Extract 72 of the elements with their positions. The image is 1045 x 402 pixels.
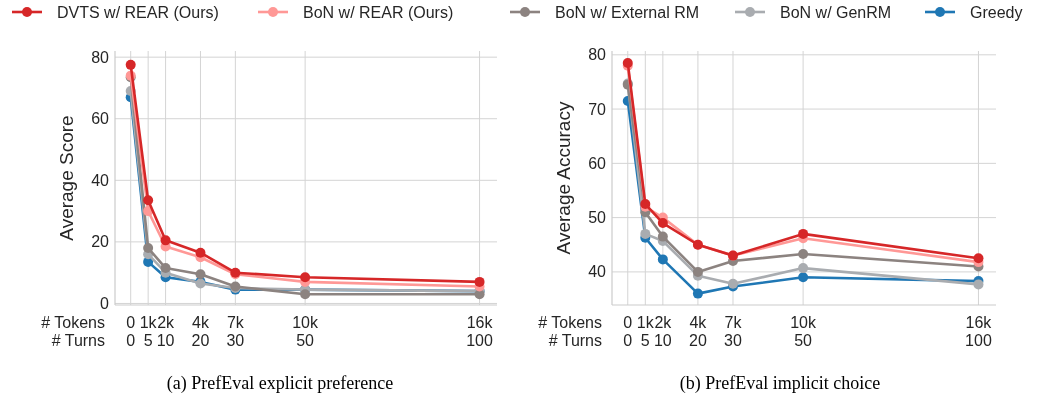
text: 7k xyxy=(226,314,245,331)
x-tick-label: 30 xyxy=(226,332,245,349)
point xyxy=(160,235,171,246)
point xyxy=(300,272,311,283)
point xyxy=(657,218,668,229)
point xyxy=(143,195,154,206)
point xyxy=(143,243,154,254)
y-tick-label: 80 xyxy=(91,48,110,66)
point xyxy=(125,59,136,70)
text: 0 xyxy=(623,314,633,331)
legend-label: BoN w/ GenRM xyxy=(780,3,892,21)
point xyxy=(160,263,171,274)
point xyxy=(692,266,703,277)
point xyxy=(798,228,809,239)
text: 4k xyxy=(689,314,708,331)
text: 7k xyxy=(724,314,743,331)
text: 2k xyxy=(654,314,673,331)
y-tick-label: 0 xyxy=(100,295,110,313)
y-tick-label: 60 xyxy=(91,110,110,128)
x-tick-label: 20 xyxy=(191,332,210,349)
text: 10k xyxy=(790,314,818,331)
text: (b) PrefEval implicit choice xyxy=(679,373,881,394)
x-tick-label: 30 xyxy=(724,332,742,349)
point xyxy=(657,231,668,242)
x-axis-title: # Turns xyxy=(548,332,602,349)
text: 1k xyxy=(636,314,655,331)
y-tick-label: 40 xyxy=(588,263,607,281)
y-axis-title: Average Score xyxy=(56,115,77,241)
point xyxy=(657,254,668,265)
x-axis-title: # Turns xyxy=(51,332,105,349)
text: # Tokens xyxy=(538,314,602,331)
point xyxy=(798,248,809,259)
y-tick-label: 60 xyxy=(588,154,607,172)
text: # Tokens xyxy=(41,314,105,331)
x-tick-label: 50 xyxy=(296,332,315,349)
x-tick-label: 10 xyxy=(156,332,175,349)
text: 10k xyxy=(292,314,320,331)
text: 0 xyxy=(126,314,136,331)
text: 4k xyxy=(192,314,210,331)
text: 16k xyxy=(965,314,993,331)
text: (a) PrefEval explicit preference xyxy=(166,373,394,394)
x-tick-label: 50 xyxy=(794,332,813,349)
x-tick-label: 0 xyxy=(623,332,633,349)
point xyxy=(692,288,703,299)
x-tick-label: 0 xyxy=(126,332,136,349)
x-tick-label: 100 xyxy=(466,332,493,349)
y-tick-label: 50 xyxy=(588,209,607,227)
point xyxy=(195,247,206,258)
x-tick-label: 10 xyxy=(653,332,672,349)
point xyxy=(195,269,206,280)
x-tick-label: 5 xyxy=(143,332,153,349)
x-tick-label: 20 xyxy=(689,332,707,349)
y-tick-label: 70 xyxy=(588,100,607,118)
legend-label: Greedy xyxy=(970,3,1023,21)
y-tick-label: 80 xyxy=(588,46,607,64)
x-tick-label: 5 xyxy=(640,332,650,349)
point xyxy=(474,276,485,287)
text: 2k xyxy=(157,314,176,331)
point xyxy=(973,253,984,264)
legend-label: BoN w/ REAR (Ours) xyxy=(303,3,454,21)
legend-label: DVTS w/ REAR (Ours) xyxy=(57,3,219,21)
legend-label: BoN w/ External RM xyxy=(555,3,700,21)
point xyxy=(798,272,809,283)
text: 1k xyxy=(139,314,158,331)
point xyxy=(640,228,651,239)
point xyxy=(300,289,311,300)
y-tick-label: 20 xyxy=(91,233,110,251)
y-tick-label: 40 xyxy=(91,171,110,189)
text: 16k xyxy=(466,314,494,331)
point xyxy=(798,263,809,274)
y-axis-title: Average Accuracy xyxy=(553,101,574,255)
x-tick-label: 100 xyxy=(965,332,992,349)
